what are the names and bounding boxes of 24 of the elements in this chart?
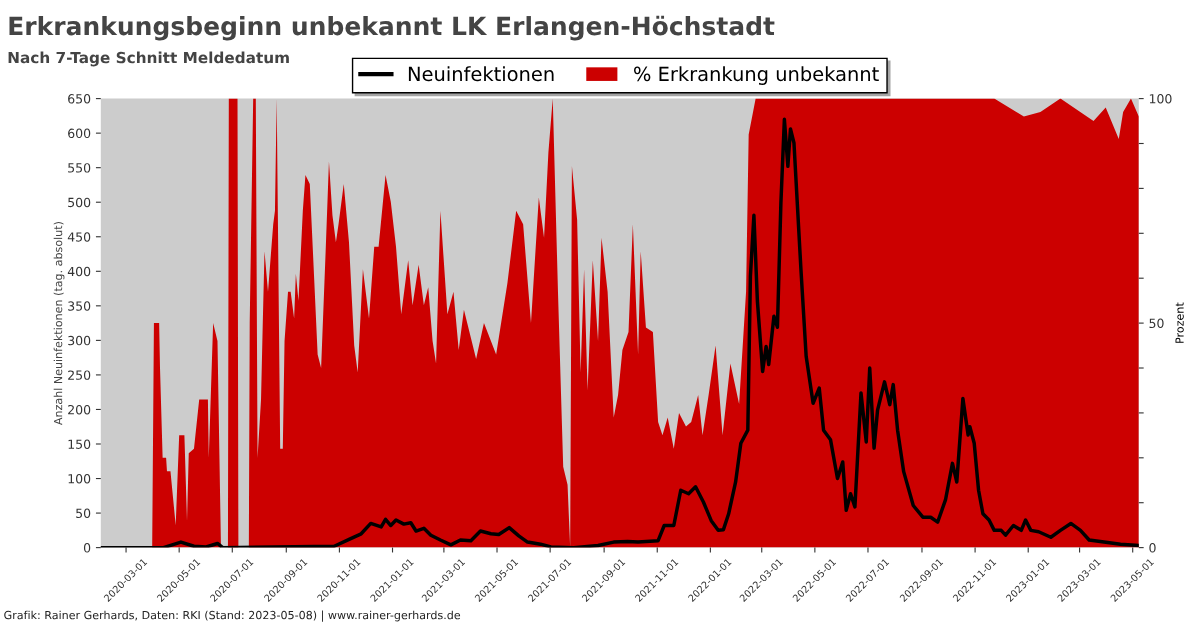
legend-label: Neuinfektionen: [408, 66, 554, 82]
y-tick-label: 600: [68, 128, 91, 139]
text: Grafik: Rainer Gerhards, Daten: RKI (Stand: 2023-05-08) | www.rainer-gerhards.de: [4, 610, 461, 622]
y-tick-label: 100: [68, 474, 91, 484]
y2-tick-label: 0: [1149, 543, 1156, 553]
y-tick-label: 150: [68, 439, 91, 449]
legend-label: % Erkrankung unbekannt: [634, 66, 879, 85]
y-tick-label: 550: [68, 163, 91, 173]
y2-axis-title: Prozent: [1175, 302, 1184, 343]
y-tick-label: 300: [68, 335, 91, 346]
y-tick-label: 350: [68, 301, 91, 311]
y-axis-title: Anzahl Neuinfektionen (tag. absolut): [53, 222, 65, 426]
y2-tick-label: 100: [1149, 94, 1172, 104]
y-tick-label: 500: [68, 197, 91, 208]
chart-title: Erkrankungsbeginn unbekannt LK Erlangen-Höchstadt: [9, 15, 775, 41]
chart-subtitle: Nach 7-Tage Schnitt Meldedatum: [8, 51, 289, 67]
y-tick-label: 650: [68, 94, 91, 104]
y-tick-label: 250: [68, 370, 91, 380]
y-tick-label: 0: [83, 543, 91, 553]
y2-tick-label: 50: [1149, 318, 1164, 329]
y-tick-label: 450: [67, 232, 91, 242]
y-tick-label: 400: [67, 266, 91, 277]
y-tick-label: 50: [76, 508, 91, 518]
y-tick-label: 200: [68, 404, 91, 415]
